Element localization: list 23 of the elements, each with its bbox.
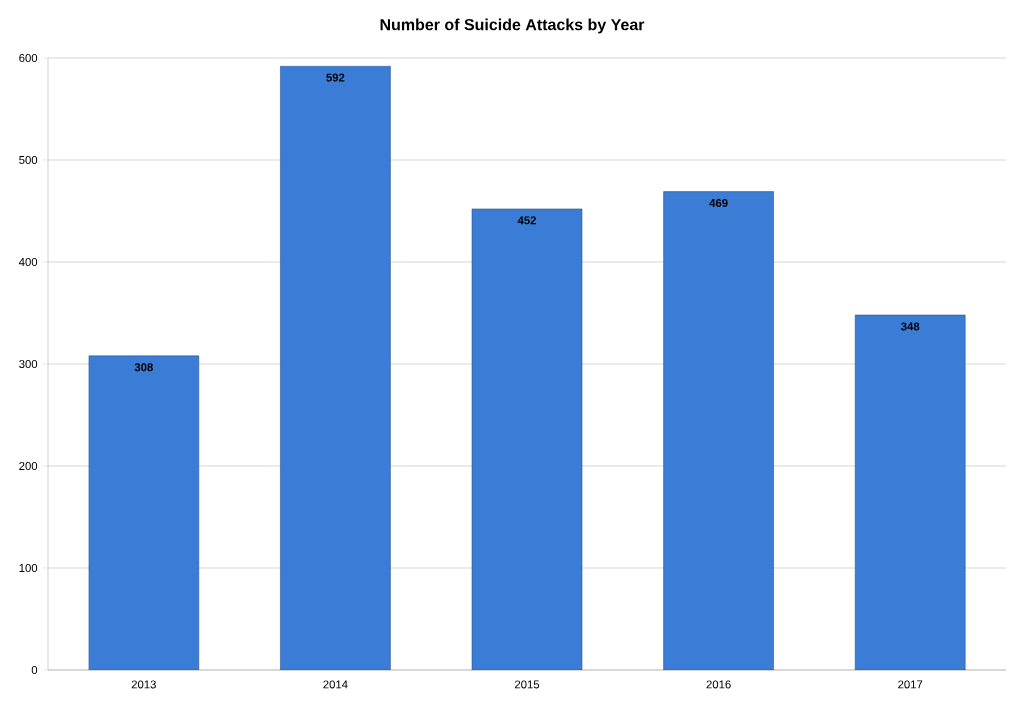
data-label: 469 — [709, 198, 728, 207]
bar — [471, 208, 583, 670]
y-tick-label: 0 — [31, 665, 38, 674]
bar — [280, 65, 391, 670]
data-label: 348 — [901, 322, 920, 331]
x-tick-label: 2013 — [131, 680, 156, 689]
x-tick-label: 2017 — [898, 680, 923, 689]
y-tick-label: 100 — [19, 563, 38, 572]
x-tick-label: 2015 — [514, 680, 540, 689]
y-tick-label: 200 — [19, 461, 38, 470]
data-label: 592 — [326, 73, 345, 82]
bar — [854, 314, 966, 670]
bar — [88, 355, 200, 670]
data-label: 452 — [517, 216, 537, 225]
bar — [663, 191, 774, 670]
y-tick-label: 400 — [18, 257, 38, 266]
chart-title: Number of Suicide Attacks by Year — [380, 18, 645, 34]
x-tick-label: 2016 — [706, 680, 731, 689]
data-label: 308 — [134, 363, 153, 372]
y-tick-label: 500 — [19, 155, 38, 164]
y-tick-label: 600 — [19, 53, 38, 62]
x-tick-label: 2014 — [323, 680, 348, 689]
y-tick-label: 300 — [19, 359, 38, 368]
